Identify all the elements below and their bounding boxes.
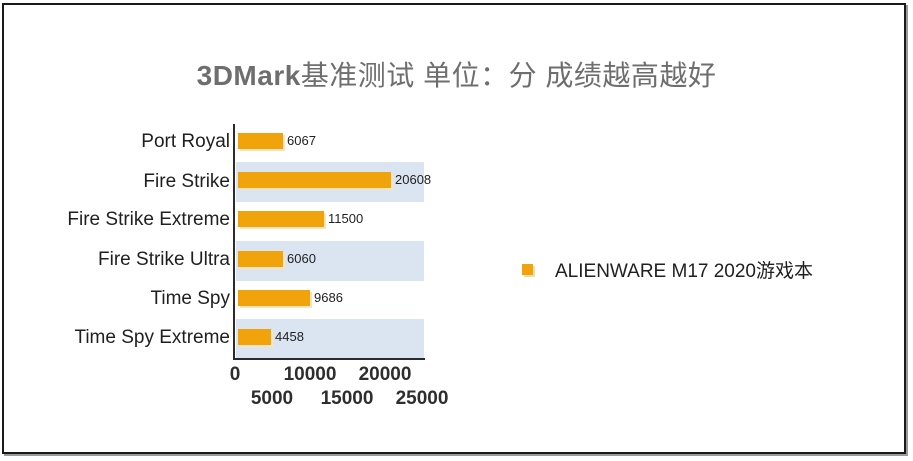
chart-title: 3DMark基准测试 单位：分 成绩越高越好: [0, 54, 913, 94]
x-axis-line: [233, 358, 425, 360]
value-label: 6067: [287, 133, 316, 148]
bar: [238, 172, 391, 188]
bar: [238, 329, 271, 345]
x-tick-label: 25000: [395, 388, 449, 409]
category-label: Fire Strike Ultra: [98, 249, 230, 270]
x-tick-label: 20000: [358, 364, 412, 385]
category-label: Time Spy Extreme: [74, 327, 230, 348]
x-tick-label: 5000: [250, 388, 294, 409]
plot-area: [236, 124, 424, 359]
bar: [238, 290, 310, 306]
y-axis-line: [233, 124, 235, 360]
legend-label: ALIENWARE M17 2020游戏本: [555, 261, 813, 282]
x-tick-label: 15000: [320, 388, 374, 409]
bar: [238, 211, 324, 227]
category-label: Fire Strike: [143, 171, 230, 192]
chart-title-latin: 3DMark: [196, 60, 301, 91]
value-label: 6060: [287, 251, 316, 266]
value-label: 4458: [275, 329, 304, 344]
category-label: Fire Strike Extreme: [67, 209, 230, 230]
x-tick-label: 10000: [283, 364, 337, 385]
category-label: Port Royal: [141, 131, 230, 152]
chart-title-cn: 基准测试 单位：分 成绩越高越好: [300, 60, 717, 91]
value-label: 11500: [328, 211, 364, 226]
x-tick-label: 0: [229, 364, 241, 385]
bar: [238, 133, 283, 149]
chart-frame: [2, 3, 906, 454]
category-label: Time Spy: [150, 288, 230, 309]
legend: ALIENWARE M17 2020游戏本: [522, 256, 813, 283]
bar: [238, 251, 283, 267]
value-label: 9686: [314, 290, 343, 305]
legend-swatch: [522, 264, 533, 275]
value-label: 20608: [395, 172, 432, 187]
